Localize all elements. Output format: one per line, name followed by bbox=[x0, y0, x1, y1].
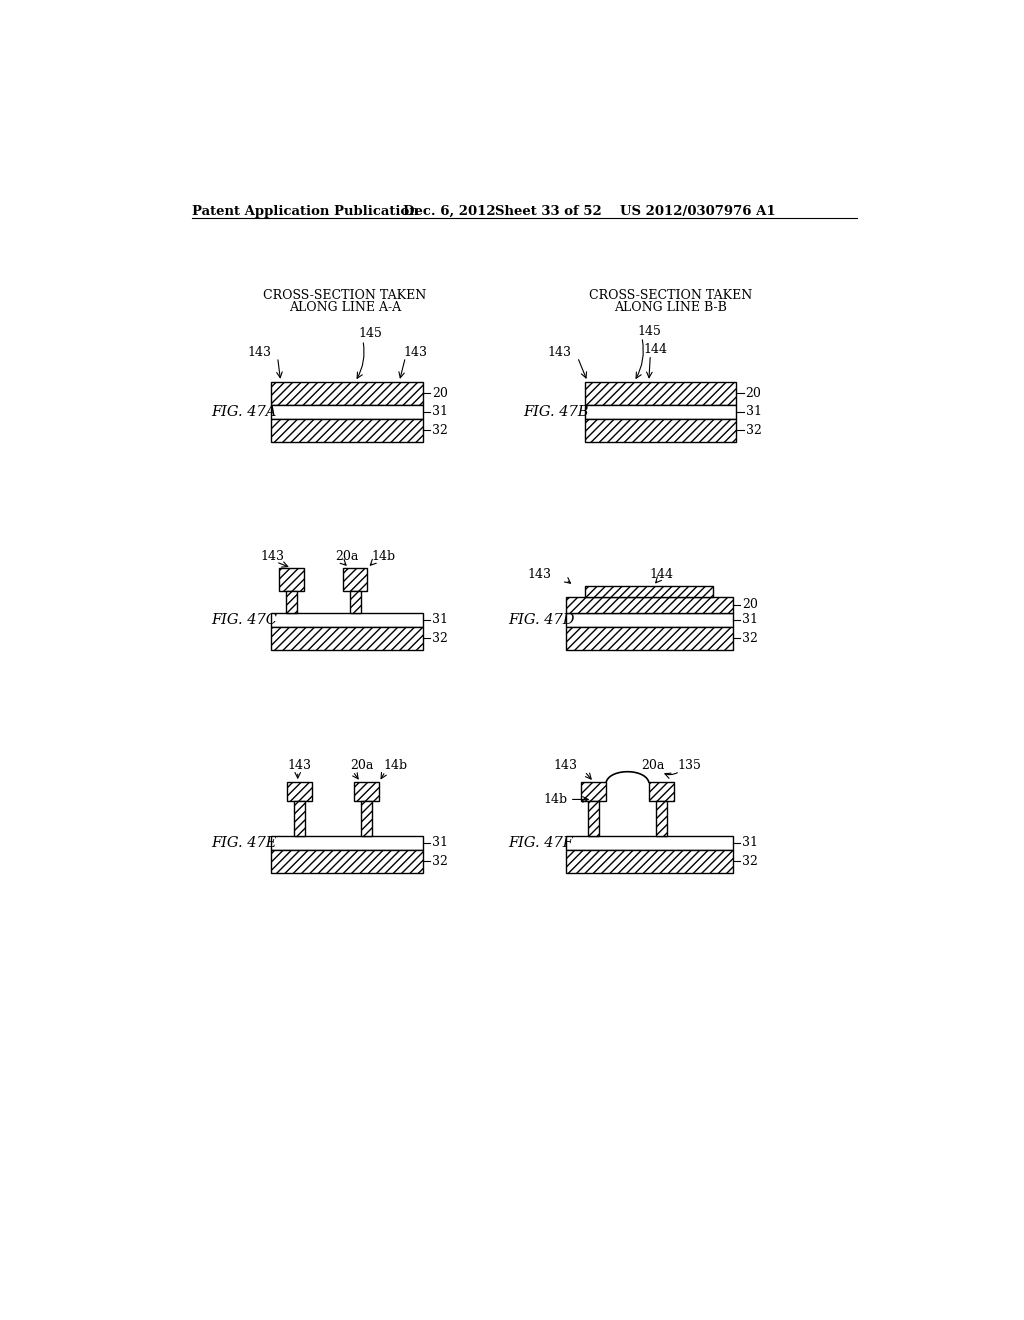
Text: 143: 143 bbox=[403, 346, 427, 359]
Bar bbox=[271, 612, 423, 627]
Text: 31: 31 bbox=[432, 405, 447, 418]
Bar bbox=[287, 781, 311, 801]
Bar bbox=[361, 801, 372, 836]
Text: 32: 32 bbox=[432, 424, 447, 437]
Text: 20a: 20a bbox=[350, 759, 374, 772]
Bar bbox=[286, 591, 297, 612]
Text: Dec. 6, 2012: Dec. 6, 2012 bbox=[403, 205, 496, 218]
Text: CROSS-SECTION TAKEN: CROSS-SECTION TAKEN bbox=[589, 289, 752, 302]
Text: 143: 143 bbox=[288, 759, 311, 772]
Bar bbox=[271, 381, 423, 405]
Text: CROSS-SECTION TAKEN: CROSS-SECTION TAKEN bbox=[263, 289, 427, 302]
Text: 31: 31 bbox=[741, 837, 758, 850]
Bar bbox=[294, 801, 305, 836]
Text: Patent Application Publication: Patent Application Publication bbox=[193, 205, 419, 218]
Text: FIG. 47F: FIG. 47F bbox=[508, 836, 572, 850]
Bar bbox=[280, 568, 304, 591]
Text: 32: 32 bbox=[432, 631, 447, 644]
Text: 143: 143 bbox=[528, 568, 552, 581]
Bar bbox=[566, 836, 732, 850]
Text: 20a: 20a bbox=[335, 550, 358, 564]
Text: 145: 145 bbox=[358, 327, 382, 341]
Text: 31: 31 bbox=[745, 405, 762, 418]
Bar bbox=[271, 850, 423, 873]
Text: 143: 143 bbox=[547, 346, 571, 359]
Bar bbox=[271, 405, 423, 418]
Text: 143: 143 bbox=[260, 550, 284, 564]
Bar bbox=[586, 418, 736, 442]
Text: 20: 20 bbox=[741, 598, 758, 611]
Text: 14b: 14b bbox=[383, 759, 408, 772]
Bar bbox=[586, 405, 736, 418]
Text: 20: 20 bbox=[432, 387, 447, 400]
Bar bbox=[271, 627, 423, 649]
Text: 143: 143 bbox=[554, 759, 578, 772]
Bar bbox=[649, 781, 674, 801]
Text: 144: 144 bbox=[643, 343, 668, 356]
Text: 145: 145 bbox=[637, 325, 662, 338]
Text: 20: 20 bbox=[745, 387, 762, 400]
Bar bbox=[566, 850, 732, 873]
Text: 143: 143 bbox=[248, 346, 271, 359]
Text: FIG. 47D: FIG. 47D bbox=[508, 612, 574, 627]
Bar bbox=[349, 591, 360, 612]
Text: FIG. 47A: FIG. 47A bbox=[212, 405, 278, 418]
Text: 135: 135 bbox=[678, 759, 701, 772]
Bar bbox=[586, 586, 713, 598]
Bar bbox=[566, 597, 732, 612]
Bar bbox=[586, 381, 736, 405]
Text: ALONG LINE A-A: ALONG LINE A-A bbox=[289, 301, 401, 314]
Bar bbox=[354, 781, 379, 801]
Text: FIG. 47C: FIG. 47C bbox=[212, 612, 278, 627]
Text: US 2012/0307976 A1: US 2012/0307976 A1 bbox=[621, 205, 776, 218]
Text: ALONG LINE B-B: ALONG LINE B-B bbox=[614, 301, 727, 314]
Text: 144: 144 bbox=[649, 568, 673, 581]
Bar bbox=[582, 781, 606, 801]
Text: 32: 32 bbox=[741, 631, 758, 644]
Text: 31: 31 bbox=[432, 612, 447, 626]
Bar bbox=[566, 627, 732, 649]
Text: 31: 31 bbox=[432, 837, 447, 850]
Text: 14b: 14b bbox=[372, 550, 395, 564]
Bar bbox=[655, 801, 667, 836]
Text: 20a: 20a bbox=[641, 759, 665, 772]
Bar bbox=[589, 801, 599, 836]
Text: 32: 32 bbox=[745, 424, 762, 437]
Text: 32: 32 bbox=[741, 855, 758, 869]
Text: 32: 32 bbox=[432, 855, 447, 869]
Bar bbox=[343, 568, 368, 591]
Text: 14b: 14b bbox=[544, 793, 567, 807]
Text: FIG. 47E: FIG. 47E bbox=[212, 836, 278, 850]
Text: 31: 31 bbox=[741, 612, 758, 626]
Bar bbox=[271, 418, 423, 442]
Bar bbox=[566, 612, 732, 627]
Text: Sheet 33 of 52: Sheet 33 of 52 bbox=[495, 205, 601, 218]
Bar bbox=[271, 836, 423, 850]
Text: FIG. 47B: FIG. 47B bbox=[523, 405, 589, 418]
